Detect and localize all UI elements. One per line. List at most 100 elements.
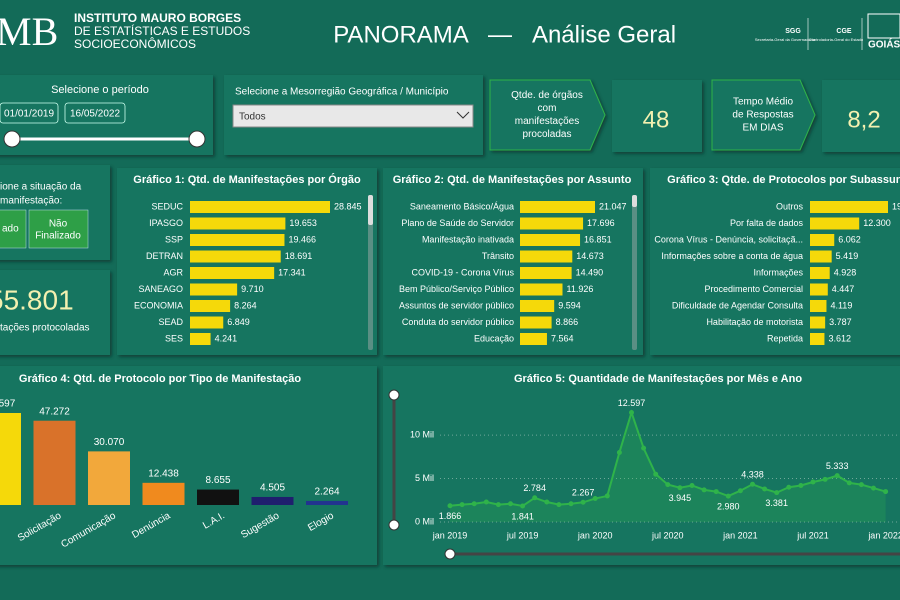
status-button[interactable] — [0, 209, 27, 249]
scrollbar[interactable] — [368, 195, 373, 350]
status-button-label[interactable]: Não — [49, 219, 68, 230]
x-tick-label: jan 2021 — [722, 530, 758, 540]
value-label: 3.381 — [765, 498, 788, 508]
value-label: 5.333 — [826, 461, 849, 471]
x-tick-label: jul 2020 — [651, 530, 684, 540]
bar — [190, 201, 330, 213]
start-date[interactable]: 01/01/2019 — [4, 109, 54, 120]
region-dropdown[interactable] — [232, 104, 474, 128]
point — [798, 482, 804, 488]
zoom-handle[interactable] — [388, 519, 400, 531]
zoom-handle[interactable] — [444, 548, 456, 560]
bar — [520, 250, 573, 263]
point — [568, 501, 574, 507]
bar — [810, 300, 827, 312]
category-label: Bem Público/Serviço Público — [399, 284, 514, 294]
value-label: 2.980 — [717, 501, 740, 511]
point — [701, 487, 707, 493]
kpi-value-box — [612, 80, 702, 152]
bar — [810, 217, 860, 230]
chart-panel — [383, 168, 643, 355]
category-label: SEDUC — [151, 201, 183, 211]
value-label: 30.070 — [94, 437, 125, 448]
bar — [190, 316, 224, 329]
status-label: manifestação: — [0, 196, 62, 207]
value-label: 9.594 — [558, 300, 581, 310]
bar — [810, 250, 832, 263]
category-label: Plano de Saúde do Servidor — [401, 218, 514, 228]
value-label: 8.866 — [556, 317, 579, 327]
point — [774, 490, 780, 496]
bar — [306, 500, 348, 505]
point — [737, 488, 743, 494]
total-panel — [0, 270, 110, 355]
scrollbar[interactable] — [632, 195, 637, 350]
category-label: ECONOMIA — [134, 300, 183, 310]
kpi-value-box — [822, 80, 900, 152]
value-label: 12.300 — [863, 218, 891, 228]
value-label: 4.447 — [832, 284, 855, 294]
category-label: Procedimento Comercial — [704, 284, 803, 294]
bar — [0, 413, 21, 505]
x-tick-label: jan 2019 — [432, 530, 468, 540]
category-label: Outros — [776, 201, 804, 211]
bar — [520, 316, 552, 329]
category-label: AGR — [163, 267, 183, 277]
status-button-label[interactable]: ado — [2, 224, 19, 235]
category-label: COVID-19 - Corona Vírus — [411, 267, 514, 277]
point — [604, 493, 610, 499]
slider-handle[interactable] — [188, 130, 206, 148]
scroll-thumb[interactable] — [368, 195, 373, 225]
category-label: Dificuldade de Agendar Consulta — [672, 300, 803, 310]
value-label: 12.597 — [618, 398, 646, 408]
bar — [190, 217, 286, 230]
status-button-label[interactable]: Finalizado — [35, 231, 81, 242]
zoom-handle[interactable] — [388, 389, 400, 401]
point — [483, 499, 489, 505]
bar — [810, 234, 835, 246]
value-label: 12.438 — [148, 468, 179, 479]
kpi-label: de Respostas — [732, 110, 793, 121]
bar — [810, 333, 825, 345]
bar — [142, 482, 185, 505]
partner-desc: Controladoria-Geral do Estado — [809, 37, 864, 42]
partner-desc: Secretaria-Geral da Governadoria — [755, 37, 816, 42]
value-label: 7.564 — [551, 333, 574, 343]
value-label: 1.866 — [439, 511, 462, 521]
y-tick-label: 5 Mil — [415, 473, 434, 483]
value-label: 19.466 — [288, 234, 316, 244]
category-label: Manifestação inativada — [422, 234, 514, 244]
point — [883, 489, 889, 495]
slider-handle[interactable] — [3, 130, 21, 148]
bar — [197, 489, 239, 505]
chart-title: Gráfico 3: Qtde. de Protocolos por Subas… — [667, 174, 900, 186]
category-label: SSP — [165, 234, 183, 244]
scroll-thumb[interactable] — [632, 195, 637, 207]
value-label: 14.490 — [576, 267, 604, 277]
region-value[interactable]: Todos — [239, 112, 266, 123]
kpi-label: EM DIAS — [742, 123, 783, 134]
value-label: 4.241 — [215, 333, 238, 343]
bar — [33, 420, 76, 505]
logo: MB — [0, 9, 58, 54]
point — [520, 503, 526, 509]
status-button[interactable] — [28, 209, 89, 249]
category-label: Corona Vírus - Denúncia, solicitaçã... — [654, 234, 803, 244]
category-label: Repetida — [767, 333, 803, 343]
chart-panel — [650, 168, 900, 355]
value-label: 1.841 — [511, 511, 534, 521]
point — [725, 493, 731, 499]
kpi-label-box — [489, 79, 606, 151]
kpi-value: 48 — [643, 106, 670, 133]
date-input[interactable] — [64, 102, 126, 124]
x-tick-label: jul 2019 — [506, 530, 539, 540]
bar — [520, 283, 563, 296]
value-label: 4.338 — [741, 470, 764, 480]
org-name: SOCIOECONÔMICOS — [74, 36, 196, 51]
date-input[interactable] — [0, 102, 59, 124]
bar — [810, 201, 888, 213]
end-date[interactable]: 16/05/2022 — [70, 109, 120, 120]
value-label: 4.505 — [260, 483, 285, 494]
bar — [810, 267, 830, 279]
